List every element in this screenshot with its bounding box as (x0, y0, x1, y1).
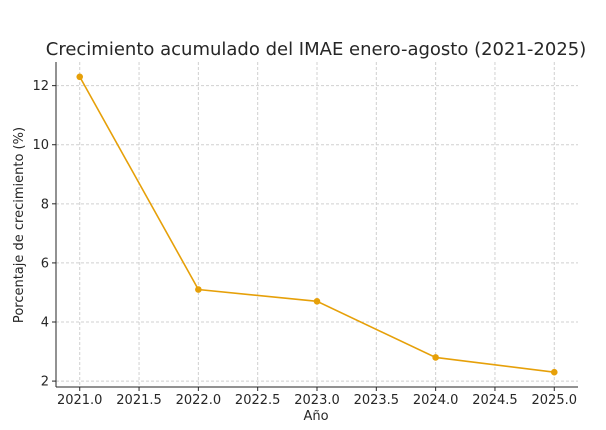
data-point (76, 73, 84, 81)
x-tick-label: 2024.5 (472, 393, 518, 408)
y-tick-label: 12 (32, 79, 49, 94)
x-tick-label: 2022.0 (176, 393, 222, 408)
data-point (313, 298, 321, 305)
y-tick-label: 6 (41, 256, 49, 271)
x-tick-label: 2024.0 (413, 393, 459, 408)
x-tick-label: 2023.0 (294, 393, 340, 408)
axes: 2021.0 2021.5 2022.0 2022.5 2023.0 2023.5 2024… (32, 62, 578, 408)
x-tick-label: 2023.5 (354, 393, 400, 408)
data-point (550, 368, 558, 376)
grid (56, 62, 578, 387)
data-point (432, 354, 439, 361)
y-tick-label: 2 (41, 375, 49, 390)
x-tick-label: 2022.5 (235, 393, 281, 408)
x-tick-label: 2021.5 (116, 393, 162, 408)
y-axis-label: Porcentaje de crecimiento (%) (12, 127, 27, 323)
y-tick-label: 4 (41, 316, 49, 331)
x-tick-label: 2021.0 (57, 393, 103, 408)
chart-title: Crecimiento acumulado del IMAE enero-ago… (46, 39, 587, 60)
data-point (195, 286, 202, 293)
y-tick-label: 8 (41, 197, 49, 212)
x-tick-label: 2025.0 (532, 393, 578, 408)
x-axis-label: Año (303, 409, 328, 424)
series (76, 73, 558, 376)
y-tick-label: 10 (32, 138, 49, 153)
